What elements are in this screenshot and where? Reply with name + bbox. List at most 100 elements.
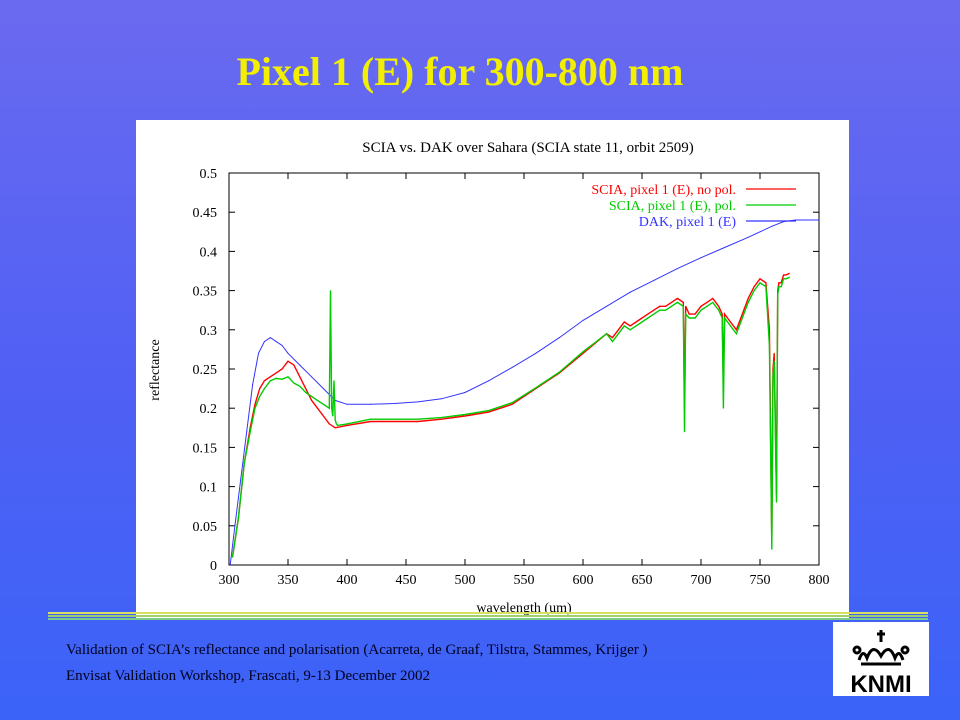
data-point [724,313,726,315]
x-tick-label: 400 [337,573,358,588]
data-point [647,317,649,319]
data-point [331,407,333,409]
data-point [263,340,265,343]
data-point [511,366,513,369]
y-tick-label: 0.25 [193,363,218,378]
x-tick-label: 300 [219,573,240,588]
data-point [783,274,785,276]
data-point [741,317,743,319]
legend-label: SCIA, pixel 1 (E), pol. [609,199,736,214]
series-line-3 [229,219,819,566]
data-point [629,291,631,293]
data-point [333,380,335,382]
y-tick-label: 0.05 [193,520,218,535]
data-point [623,321,625,323]
data-point [275,372,277,374]
data-point [647,313,649,315]
y-axis-ticks: 0 0.05 0.1 0.15 0.2 0.25 0.3 0.35 0.4 0.45 0.5 [193,167,819,574]
data-point [729,321,732,323]
data-point [682,305,684,307]
data-point [281,368,283,370]
crown-icon: KNMI [850,630,912,698]
footer-citation: Validation of SCIA’s reflectance and pol… [66,642,648,658]
data-point [305,388,307,390]
data-point [611,340,614,343]
data-point [653,309,655,311]
x-tick-label: 750 [750,573,771,588]
data-point [747,297,749,300]
data-point [269,337,271,339]
data-point [676,297,679,300]
data-point [316,399,319,401]
data-point [259,388,261,390]
data-point [370,403,372,405]
data-point [275,340,277,343]
data-point [722,407,725,409]
data-point [724,246,726,249]
x-tick-label: 500 [455,573,476,588]
y-tick-label: 0.4 [200,245,218,260]
data-point [771,225,773,227]
data-point [464,413,466,416]
data-point [259,395,261,398]
data-point [670,301,673,303]
data-point [558,337,560,339]
legend-label: DAK, pixel 1 (E) [639,215,737,230]
x-tick-label: 550 [514,573,535,588]
data-point [785,274,787,276]
y-tick-label: 0.45 [193,206,218,221]
x-tick-label: 450 [396,573,417,588]
data-point [254,407,256,409]
footer-event: Envisat Validation Workshop, Frascati, 9… [66,668,430,684]
data-point [778,286,780,288]
data-point [617,329,619,331]
data-point [694,313,696,315]
data-point [747,301,749,303]
data-point [606,305,608,307]
data-point [488,409,490,412]
data-point [231,556,234,558]
x-tick-label: 650 [632,573,653,588]
data-point [269,376,271,378]
data-point [464,415,466,417]
data-point [582,351,584,353]
data-point [724,317,726,319]
data-point [712,301,714,303]
y-tick-label: 0.3 [200,324,218,339]
chart-title: SCIA vs. DAK over Sahara (SCIA state 11,… [362,140,694,156]
slide-title: Pixel 1 (E) for 300-800 nm [236,49,684,94]
data-point [370,418,372,420]
data-point [293,364,295,366]
data-point [777,293,779,296]
data-point [772,376,774,378]
data-point [229,564,231,566]
data-point [287,360,289,362]
data-point [806,219,808,221]
data-point [293,382,295,384]
data-point [629,329,631,331]
data-point [729,325,732,327]
data-point [234,525,236,527]
data-point [780,282,782,284]
data-point [753,286,755,288]
data-point [305,391,307,394]
y-tick-label: 0 [210,559,217,574]
data-point [771,548,773,550]
legend: SCIA, pixel 1 (E), no pol.SCIA, pixel 1 … [591,183,796,230]
chart-panel: SCIA vs. DAK over Sahara (SCIA state 11,… [136,120,849,620]
y-tick-label: 0.15 [193,441,218,456]
data-point [676,301,679,303]
data-point [393,420,395,423]
data-point [685,313,687,315]
data-point [780,286,782,288]
data-point [706,301,708,303]
data-point [311,395,313,398]
data-point [688,313,690,315]
data-point [688,317,690,319]
data-point [753,290,755,292]
data-point [287,376,289,378]
data-point [665,309,667,311]
divider-line [48,615,928,617]
data-point [440,417,442,419]
data-point [269,380,271,382]
